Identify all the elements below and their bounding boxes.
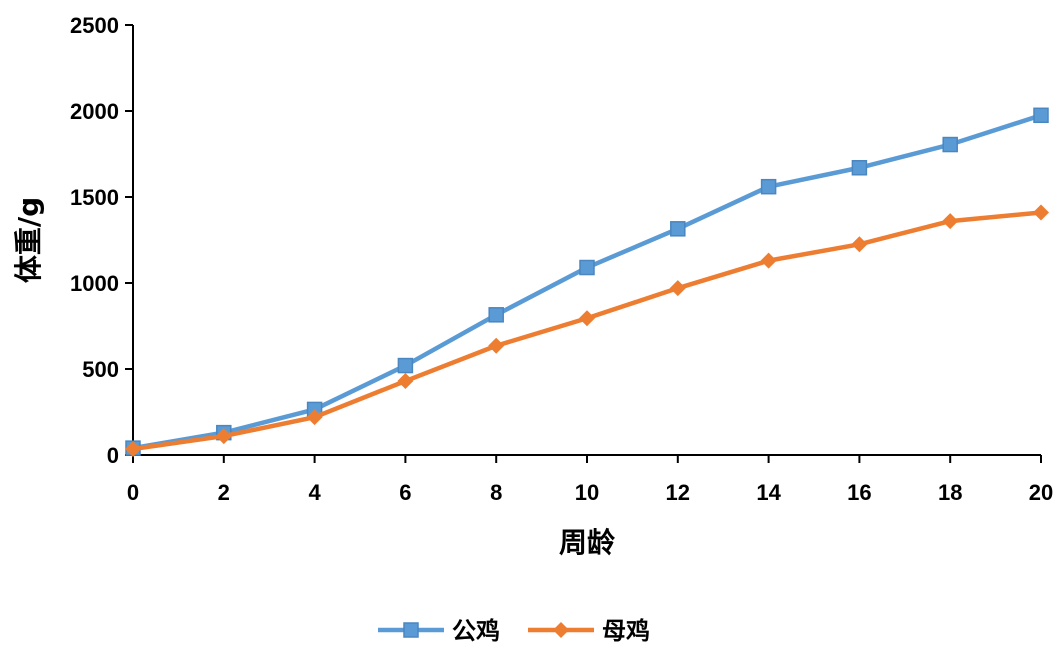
y-tick-label: 2000 xyxy=(70,99,119,124)
y-tick-label: 500 xyxy=(82,357,119,382)
x-tick-label: 8 xyxy=(490,480,502,505)
data-point xyxy=(215,428,232,445)
data-point xyxy=(1033,204,1049,221)
data-point xyxy=(851,236,868,253)
data-point xyxy=(669,280,686,297)
y-tick-label: 0 xyxy=(107,443,119,468)
data-point xyxy=(670,221,686,237)
legend-label: 母鸡 xyxy=(602,617,650,645)
x-tick-label: 4 xyxy=(308,480,321,505)
data-point xyxy=(397,357,414,374)
x-axis-title: 周龄 xyxy=(559,526,616,559)
x-tick-label: 0 xyxy=(127,480,139,505)
legend-item: 公鸡 xyxy=(378,617,500,645)
x-tick-label: 14 xyxy=(756,480,781,505)
legend: 公鸡 母鸡 xyxy=(378,617,650,645)
x-tick-label: 6 xyxy=(399,480,411,505)
x-tick-label: 18 xyxy=(938,480,962,505)
y-tick-label: 2500 xyxy=(70,13,119,38)
x-tick-label: 2 xyxy=(218,480,230,505)
data-point xyxy=(942,136,958,153)
x-tick-label: 20 xyxy=(1029,480,1053,505)
y-tick-label: 1500 xyxy=(70,185,119,210)
data-point xyxy=(760,178,777,195)
x-tick-label: 12 xyxy=(666,480,690,505)
series-1 xyxy=(125,107,1049,456)
data-point xyxy=(125,440,141,457)
data-point xyxy=(579,259,595,276)
data-point xyxy=(942,213,959,230)
data-point xyxy=(851,160,868,176)
x-tick-label: 10 xyxy=(575,480,599,505)
y-axis-title: 体重/g xyxy=(12,197,45,283)
x-tick-label: 16 xyxy=(847,480,871,505)
data-point xyxy=(1033,107,1049,124)
y-axis-ticks: 0 500 1000 1500 2000 2500 xyxy=(70,13,133,468)
legend-marker xyxy=(553,622,569,638)
data-point xyxy=(488,307,504,323)
axes: 0 500 1000 1500 2000 2500 0 2 4 6 8 10 12 14 16 18 20 xyxy=(70,13,1053,505)
series-line xyxy=(132,113,1042,451)
data-point xyxy=(488,337,505,354)
plot-series xyxy=(125,107,1049,457)
x-axis-ticks: 0 2 4 6 8 10 12 14 16 18 20 xyxy=(127,455,1053,505)
series-2 xyxy=(125,204,1049,457)
legend-label: 公鸡 xyxy=(452,617,500,645)
data-point xyxy=(579,310,595,327)
y-tick-label: 1000 xyxy=(70,271,119,296)
legend-marker xyxy=(403,622,419,638)
data-point xyxy=(760,252,777,269)
legend-item: 母鸡 xyxy=(528,617,650,645)
data-point xyxy=(306,409,323,426)
data-point xyxy=(397,373,414,390)
series-line xyxy=(132,210,1042,452)
